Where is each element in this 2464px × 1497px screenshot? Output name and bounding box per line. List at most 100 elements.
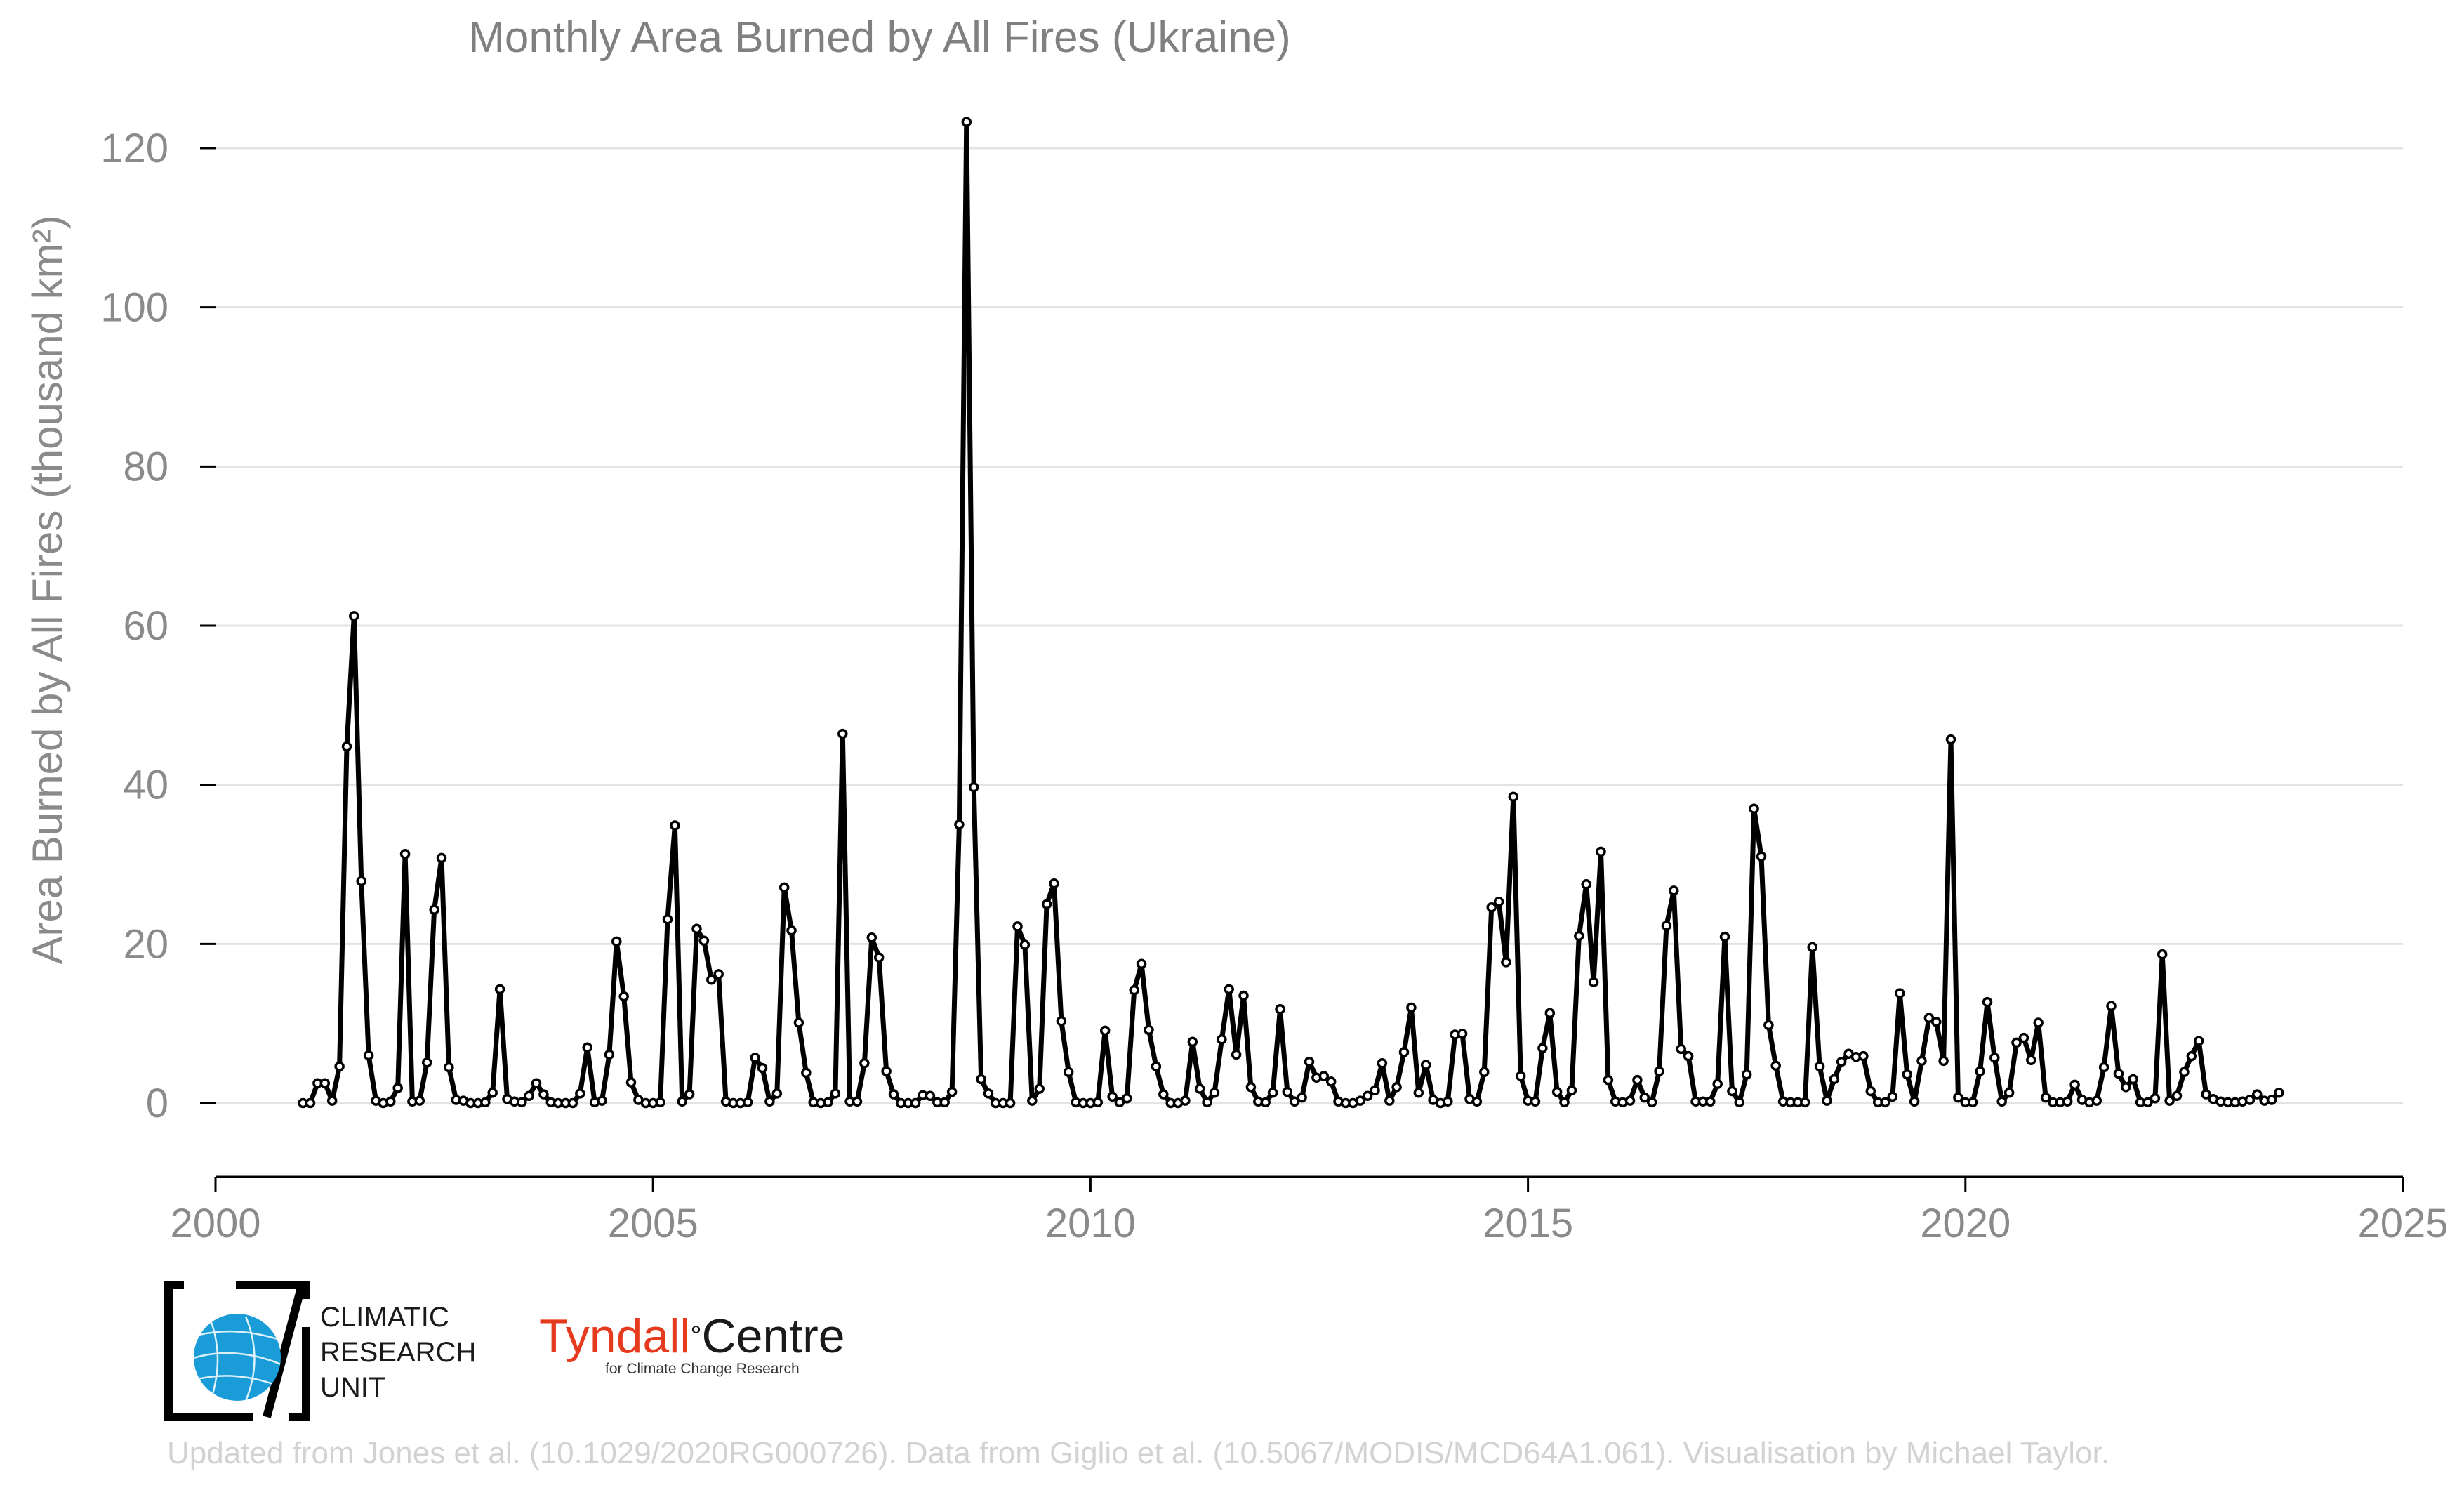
data-point [1836,1056,1847,1067]
data-point [925,1090,936,1102]
data-point [1763,1020,1774,1031]
footer-credit: Updated from Jones et al. (10.1029/2020R… [167,1436,2109,1470]
data-point [1989,1053,2000,1063]
data-point [1049,878,1059,889]
x-tick-label-2005: 2005 [608,1201,698,1246]
data-point [706,975,717,985]
data-point [691,923,702,935]
data-point [1107,1091,1118,1102]
data-point [1187,1036,1198,1047]
data-point [341,741,352,752]
data-point [976,1074,986,1085]
data-point [1880,1097,1890,1108]
data-point [611,936,622,947]
data-point [1741,1069,1752,1080]
data-point [1624,1095,1636,1106]
data-point [1574,930,1584,942]
cru-line-1: CLIMATIC [320,1302,449,1333]
data-point [326,1095,338,1106]
data-point [764,1096,775,1107]
data-point [750,1053,760,1063]
data-point [2164,1095,2175,1106]
data-point [1318,1071,1330,1081]
data-point [1413,1088,1424,1098]
data-point [939,1097,950,1108]
data-point [1727,1086,1737,1097]
data-point [2193,1036,2204,1046]
data-point [910,1097,921,1109]
data-point [2011,1037,2022,1048]
data-point [1923,1013,1935,1023]
y-tick-label-100: 100 [100,285,168,331]
cru-logo-text: CLIMATIC RESEARCH UNIT [320,1300,476,1405]
x-tick-label-2015: 2015 [1483,1201,1573,1246]
data-point [1544,1008,1556,1019]
points-layer [298,117,2284,1109]
data-point [677,1096,687,1107]
data-point [1355,1095,1365,1106]
data-point [399,849,411,859]
data-point [1362,1090,1373,1102]
data-point [866,932,877,943]
data-point [385,1096,396,1107]
data-point [567,1097,578,1109]
data-point [1683,1050,1694,1062]
data-point [604,1049,615,1060]
data-point [1661,921,1672,931]
data-point [1807,942,1817,953]
data-point [480,1097,491,1108]
data-point [494,984,505,995]
data-point [684,1089,695,1100]
data-point [968,782,979,793]
data-point [1749,803,1759,814]
data-point [2142,1097,2153,1108]
data-point [1231,1049,1242,1060]
data-point [954,819,965,830]
cru-line-3: UNIT [320,1372,386,1403]
data-point [1056,1016,1067,1027]
data-point [1486,902,1497,913]
data-point [1822,1095,1832,1106]
data-point [2252,1089,2263,1100]
data-point [1144,1024,1154,1035]
data-point [618,991,629,1002]
data-point [713,969,724,980]
data-point [1581,879,1591,890]
y-tick-label-60: 60 [123,603,168,649]
data-point [1092,1097,1104,1108]
data-point [2098,1062,2109,1073]
data-point [1129,984,1139,996]
data-point [2244,1095,2256,1105]
y-axis-ticks: 0 20 40 60 80 100 120 [100,126,216,1126]
data-point [1719,931,1730,942]
cru-bracket-left [164,1281,253,1421]
y-tick-label-80: 80 [123,444,168,489]
data-point [319,1078,331,1088]
data-point [1996,1096,2007,1107]
data-point [1377,1058,1388,1069]
data-point [1136,958,1147,969]
data-point [837,728,848,739]
data-point [1304,1056,1315,1067]
data-point [1646,1097,1657,1108]
data-point [1209,1088,1220,1098]
data-point [2171,1090,2183,1102]
data-point [2266,1095,2277,1105]
data-point [2150,1093,2161,1104]
data-point [1916,1055,1927,1067]
chart-title: Monthly Area Burned by All Fires (Ukrain… [468,13,1291,62]
data-point [2274,1088,2284,1098]
data-point [1325,1076,1337,1087]
data-point [2069,1079,2080,1090]
data-point [334,1061,345,1072]
y-axis-title: Area Burned by All Fires (thousand km²) [24,215,71,964]
data-point [2113,1068,2124,1079]
x-tick-label-2020: 2020 [1920,1201,2011,1246]
cru-logo [164,1281,310,1421]
data-point [1457,1029,1468,1039]
data-point [771,1088,783,1099]
data-point [305,1097,316,1109]
data-point [575,1088,585,1099]
data-point [1289,1096,1300,1107]
data-point [1596,846,1606,857]
